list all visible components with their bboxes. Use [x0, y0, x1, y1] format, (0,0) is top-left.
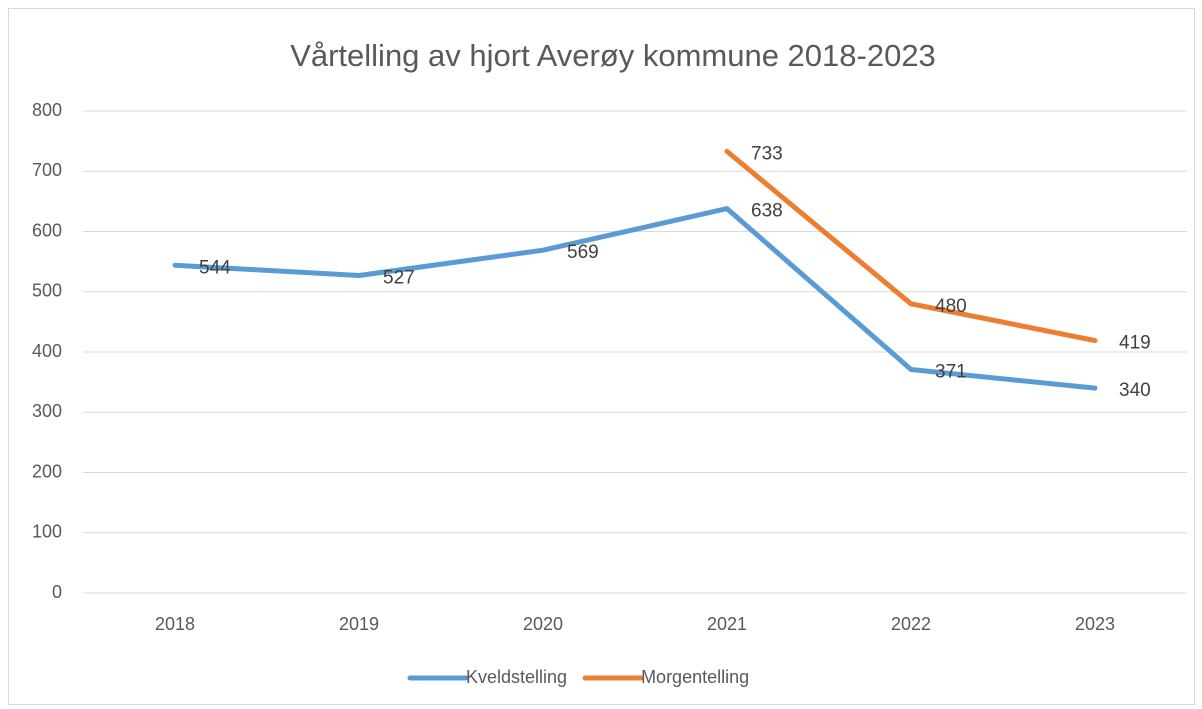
- y-tick-label: 600: [32, 220, 62, 240]
- data-label: 544: [199, 257, 231, 278]
- y-tick-label: 500: [32, 281, 62, 301]
- series-line: [724, 148, 1098, 344]
- x-tick-label: 2019: [339, 614, 379, 634]
- data-label: 419: [1119, 333, 1151, 354]
- data-label: 527: [383, 267, 415, 288]
- series-line: [172, 206, 1098, 391]
- data-label: 371: [935, 361, 967, 382]
- y-tick-label: 100: [32, 522, 62, 542]
- data-label: 480: [935, 296, 967, 317]
- legend-label: Kveldstelling: [466, 667, 567, 687]
- y-tick-label: 400: [32, 341, 62, 361]
- data-label: 569: [567, 242, 599, 263]
- chart-border: [8, 8, 1195, 705]
- x-tick-label: 2023: [1075, 614, 1115, 634]
- x-tick-label: 2022: [891, 614, 931, 634]
- chart-title: Vårtelling av hjort Averøy kommune 2018-…: [290, 38, 936, 73]
- y-tick-label: 200: [32, 461, 62, 481]
- data-label: 340: [1119, 380, 1151, 401]
- data-label: 733: [751, 143, 783, 164]
- x-tick-label: 2020: [523, 614, 563, 634]
- x-tick-label: 2018: [155, 614, 195, 634]
- y-tick-label: 700: [32, 160, 62, 180]
- data-label: 638: [751, 201, 783, 222]
- y-tick-label: 300: [32, 401, 62, 421]
- y-tick-label: 0: [52, 582, 62, 602]
- legend-label: Morgentelling: [641, 667, 749, 687]
- y-tick-label: 800: [32, 100, 62, 120]
- x-tick-label: 2021: [707, 614, 747, 634]
